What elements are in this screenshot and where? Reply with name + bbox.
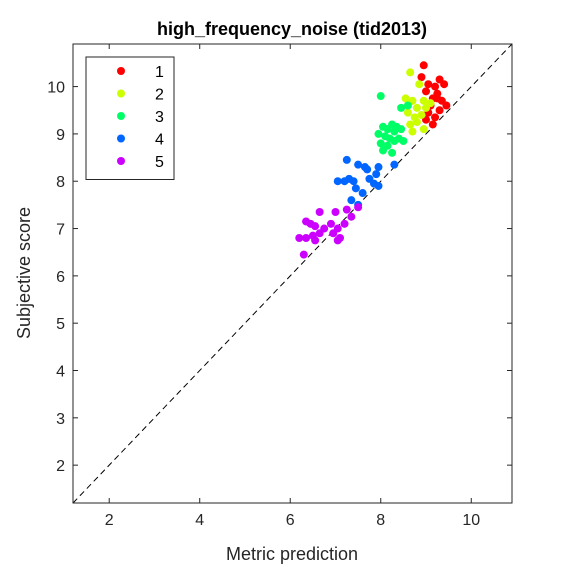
data-point-series-1 xyxy=(435,106,444,115)
data-point-series-5 xyxy=(302,234,311,243)
x-tick-label: 10 xyxy=(462,512,480,529)
legend-marker-5 xyxy=(117,157,125,165)
data-point-series-1 xyxy=(431,82,440,91)
data-point-series-2 xyxy=(406,120,415,129)
chart-title: high_frequency_noise (tid2013) xyxy=(157,19,427,39)
data-point-series-5 xyxy=(311,222,320,231)
data-point-series-4 xyxy=(354,160,363,169)
data-point-series-2 xyxy=(412,103,421,112)
data-point-series-2 xyxy=(412,118,421,127)
data-point-series-5 xyxy=(342,205,351,214)
y-tick-label: 4 xyxy=(56,364,65,381)
data-point-series-3 xyxy=(390,137,399,146)
data-point-series-3 xyxy=(390,127,399,136)
data-point-series-4 xyxy=(390,160,399,169)
data-point-series-4 xyxy=(347,196,356,205)
y-tick-label: 6 xyxy=(56,269,65,286)
data-point-series-5 xyxy=(326,219,335,228)
y-tick-label: 7 xyxy=(56,222,65,239)
data-point-series-4 xyxy=(374,181,383,190)
data-point-series-3 xyxy=(376,92,385,101)
data-point-series-4 xyxy=(351,184,360,193)
x-axis-label: Metric prediction xyxy=(226,544,358,564)
data-point-series-3 xyxy=(397,125,406,134)
data-point-series-5 xyxy=(315,207,324,216)
legend-marker-4 xyxy=(117,134,125,143)
y-tick-label: 2 xyxy=(56,458,65,475)
data-point-series-5 xyxy=(336,234,345,243)
data-point-series-5 xyxy=(347,212,356,221)
data-point-series-1 xyxy=(431,113,440,122)
data-point-series-2 xyxy=(417,110,426,119)
data-point-series-2 xyxy=(406,68,415,77)
legend-box xyxy=(85,56,175,180)
data-point-series-1 xyxy=(428,120,437,129)
x-tick-label: 8 xyxy=(376,512,385,529)
data-point-series-5 xyxy=(315,229,324,238)
data-point-series-2 xyxy=(419,125,428,134)
data-point-series-5 xyxy=(295,234,304,243)
data-point-series-3 xyxy=(374,129,383,138)
y-tick-label: 9 xyxy=(56,127,65,144)
data-point-series-1 xyxy=(433,94,442,103)
data-point-series-3 xyxy=(403,101,412,110)
data-point-series-1 xyxy=(417,73,426,82)
legend-marker-1 xyxy=(117,67,125,75)
data-point-series-1 xyxy=(422,87,431,96)
data-point-series-2 xyxy=(422,103,431,112)
legend-label-5: 5 xyxy=(155,154,164,171)
plot-frame xyxy=(72,43,513,504)
data-point-series-2 xyxy=(401,94,410,103)
data-point-series-4 xyxy=(342,155,351,164)
y-tick-label: 5 xyxy=(56,316,65,333)
data-point-series-3 xyxy=(379,146,388,155)
legend: 1 2 3 4 5 xyxy=(85,56,175,180)
data-point-series-5 xyxy=(299,250,308,259)
data-point-series-4 xyxy=(358,189,367,198)
y-tick-label: 8 xyxy=(56,174,65,191)
data-point-series-1 xyxy=(424,80,433,89)
legend-label-3: 3 xyxy=(155,109,164,126)
y-axis-label: Subjective score xyxy=(14,207,34,339)
data-point-series-4 xyxy=(372,170,381,179)
data-point-series-3 xyxy=(388,148,397,157)
data-point-series-5 xyxy=(354,203,363,212)
legend-label-2: 2 xyxy=(155,87,164,104)
reference-diagonal-line xyxy=(72,43,513,504)
data-point-series-4 xyxy=(374,163,383,172)
data-point-series-3 xyxy=(399,137,408,146)
data-point-series-3 xyxy=(383,125,392,134)
data-point-series-3 xyxy=(397,103,406,112)
data-point-series-2 xyxy=(403,108,412,117)
data-point-series-4 xyxy=(363,165,372,174)
x-tick-label: 6 xyxy=(286,512,295,529)
data-point-series-5 xyxy=(311,236,320,245)
data-point-series-5 xyxy=(331,207,340,216)
data-point-series-4 xyxy=(333,177,342,186)
legend-marker-2 xyxy=(117,89,125,98)
data-point-series-1 xyxy=(419,61,428,70)
data-point-series-2 xyxy=(415,80,424,89)
data-point-series-1 xyxy=(442,101,451,110)
data-point-series-2 xyxy=(419,96,428,105)
legend-label-4: 4 xyxy=(155,132,164,149)
legend-label-1: 1 xyxy=(155,64,164,81)
data-point-series-2 xyxy=(408,127,417,136)
y-tick-label: 3 xyxy=(56,411,65,428)
y-tick-label: 10 xyxy=(47,80,65,97)
data-point-series-5 xyxy=(329,229,338,238)
legend-marker-3 xyxy=(117,112,125,120)
x-tick-label: 2 xyxy=(105,512,114,529)
x-tick-label: 4 xyxy=(195,512,204,529)
data-point-series-3 xyxy=(376,139,385,148)
data-point-series-1 xyxy=(440,80,449,89)
data-point-series-4 xyxy=(340,177,349,186)
data-point-series-5 xyxy=(340,219,349,228)
data-point-series-4 xyxy=(349,177,358,186)
